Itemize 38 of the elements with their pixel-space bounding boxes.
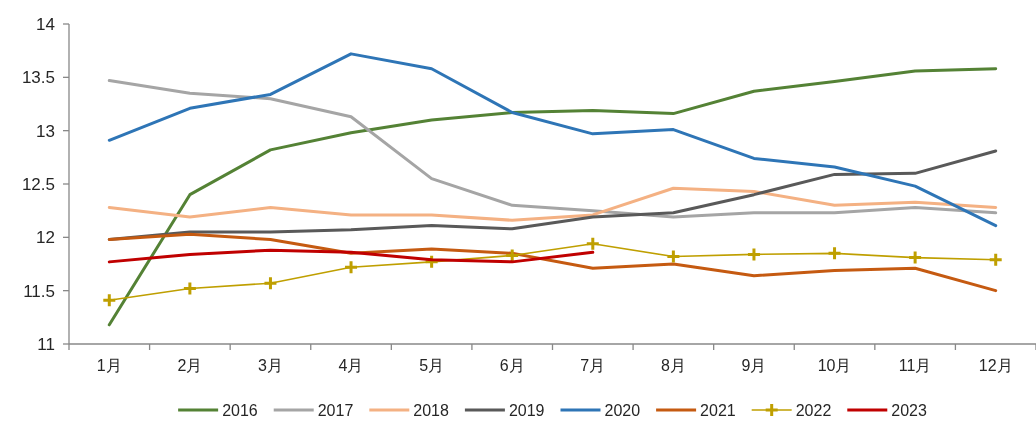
x-tick-label: 3月 bbox=[258, 357, 283, 374]
point bbox=[262, 275, 278, 291]
point bbox=[182, 281, 198, 297]
x-tick-label: 12月 bbox=[978, 357, 1013, 374]
x-tick-label: 2月 bbox=[177, 357, 203, 374]
point bbox=[585, 236, 601, 252]
y-tick-label: 11 bbox=[37, 335, 55, 354]
legend-label: 2017 bbox=[317, 402, 354, 419]
y-tick-label: 11.5 bbox=[23, 281, 55, 301]
x-tick-label: 10月 bbox=[817, 357, 852, 374]
y-tick-label: 14 bbox=[36, 15, 55, 34]
y-tick-label: 13 bbox=[36, 121, 55, 141]
y-tick-label: 12 bbox=[36, 228, 55, 248]
x-tick-label: 5月 bbox=[419, 357, 445, 374]
point bbox=[343, 259, 359, 275]
x-tick-label: 6月 bbox=[499, 357, 525, 374]
point bbox=[504, 247, 520, 263]
legend-label: 2021 bbox=[700, 402, 736, 419]
y-tick-label: 13.5 bbox=[21, 68, 55, 88]
x-tick-label: 4月 bbox=[338, 357, 364, 374]
legend-label: 2018 bbox=[413, 402, 450, 419]
legend-label: 2023 bbox=[891, 402, 927, 419]
x-tick-label: 11月 bbox=[898, 357, 932, 374]
x-tick-label: 8月 bbox=[660, 357, 686, 374]
y-tick-label: 12.5 bbox=[21, 175, 55, 194]
legend-label: 2016 bbox=[222, 402, 258, 419]
point bbox=[827, 245, 843, 261]
x-tick-label: 1月 bbox=[96, 357, 122, 374]
legend-label: 2019 bbox=[508, 402, 545, 419]
x-tick-label: 9月 bbox=[741, 357, 767, 374]
point bbox=[746, 246, 762, 262]
point bbox=[101, 292, 117, 308]
x-tick-label: 7月 bbox=[580, 357, 606, 374]
point bbox=[988, 252, 1004, 268]
point bbox=[665, 249, 681, 265]
legend-label: 2022 bbox=[795, 402, 832, 419]
point bbox=[907, 250, 923, 266]
legend-label: 2020 bbox=[604, 402, 641, 419]
